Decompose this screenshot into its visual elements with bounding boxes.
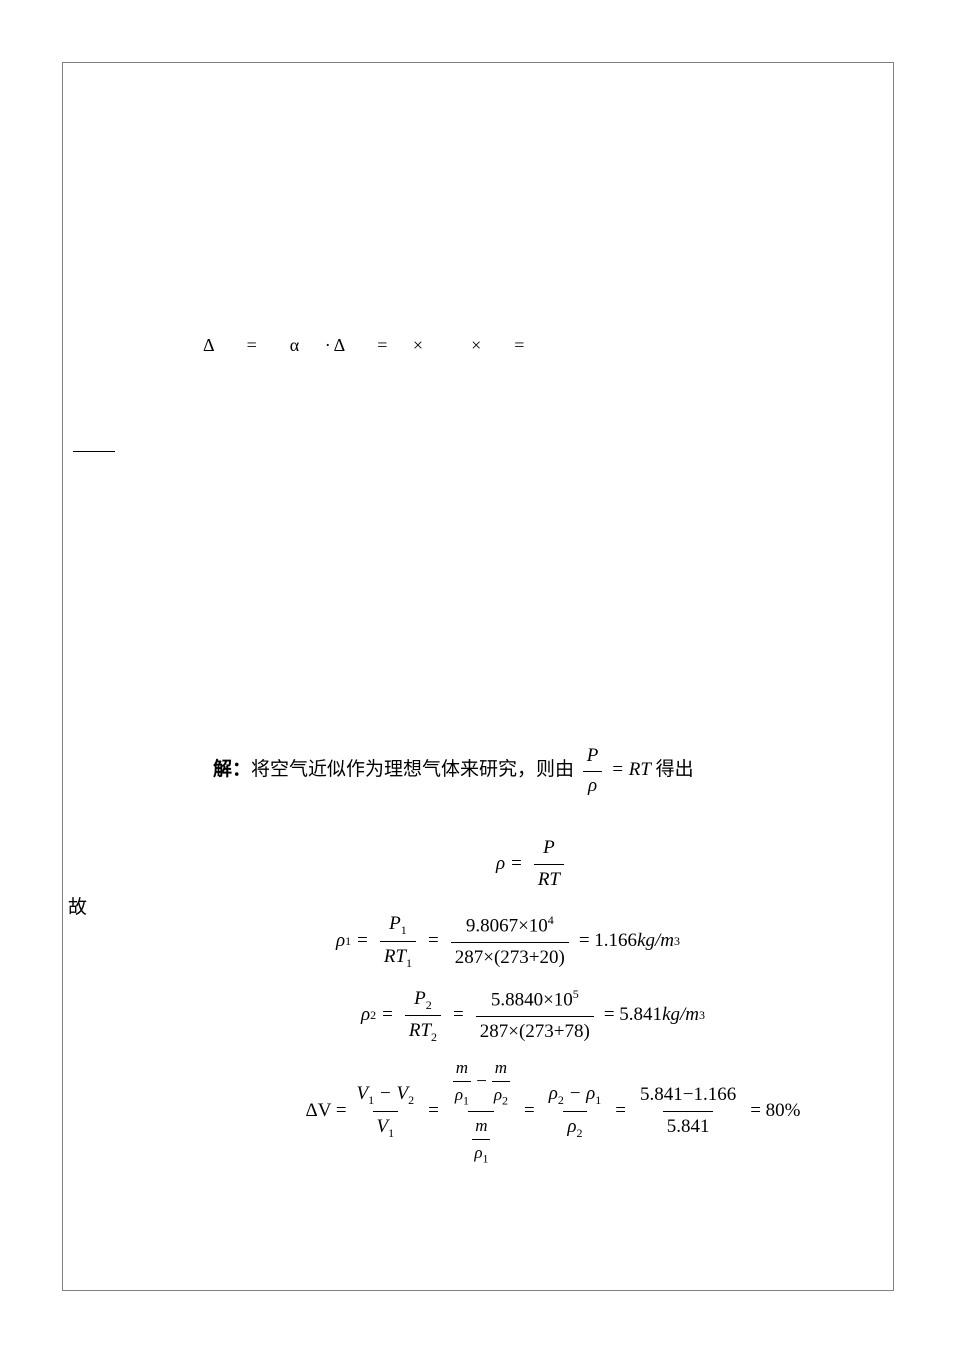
rho1-result: = 1.166 <box>579 928 637 955</box>
rho1-eq2: = <box>428 928 439 955</box>
rho1-unit: kg/m <box>637 928 674 955</box>
solution-label: 解： <box>213 759 251 780</box>
dv-lhs: ΔV = <box>305 1098 346 1125</box>
intro-text-1: 将空气近似作为理想气体来研究，则由 <box>251 759 574 780</box>
underline-mark <box>73 451 115 452</box>
rho1-eq1: = <box>357 928 368 955</box>
rho-frac-den: RT <box>534 864 564 894</box>
rho1-frac2: 9.8067×104 287×(273+20) <box>451 912 569 972</box>
intro-frac: P ρ <box>583 743 603 799</box>
rho-eq-sign: = <box>511 851 522 878</box>
rho1-sub: 1 <box>345 933 351 950</box>
rho1-unit-sup: 3 <box>674 933 680 950</box>
rho1-equation: ρ1 = P1 RT1 = 9.8067×104 287×(273+20) = … <box>163 911 853 971</box>
times-2: × <box>471 335 484 355</box>
rho2-eq1: = <box>382 1002 393 1029</box>
rho2-frac2: 5.8840×105 287×(273+78) <box>476 986 594 1046</box>
rho-frac-num: P <box>539 835 559 864</box>
rho-lhs: ρ <box>496 851 505 878</box>
delta-v-equation: ΔV = V1 − V2 V1 = mρ1 − mρ2 mρ1 = <box>253 1056 853 1167</box>
dot-delta: ·Δ <box>325 335 348 355</box>
rho1-f2-sup: 4 <box>548 913 554 927</box>
eq-sign-3: = <box>514 335 527 355</box>
rho1-sym: ρ <box>336 928 345 955</box>
rho2-f1-den: RT <box>409 1020 431 1041</box>
intro-text-2: 得出 <box>656 759 694 780</box>
intro-eq-rt: = RT <box>611 759 651 780</box>
solution-intro-line: 解：将空气近似作为理想气体来研究，则由 P ρ = RT 得出 <box>213 759 694 780</box>
rho1-f1-den: RT <box>384 946 406 967</box>
rho1-f2-num: 9.8067×10 <box>466 915 548 936</box>
delta-symbol: Δ <box>203 335 217 355</box>
rho-frac: P RT <box>534 835 564 893</box>
intro-frac-num: P <box>583 743 603 771</box>
rho1-f1-numsub: 1 <box>401 923 407 937</box>
page-frame: Δ = α ·Δ = × × = 解：将空气近似作为理想气体来研究，则由 P <box>62 62 894 1291</box>
alpha-symbol: α <box>290 335 302 355</box>
top-equation-line: Δ = α ·Δ = × × = <box>203 335 527 356</box>
rho1-f1-num: P <box>389 913 401 934</box>
solution-block: 解：将空气近似作为理想气体来研究，则由 P ρ = RT 得出 ρ = P RT… <box>213 743 853 1177</box>
rho2-f1-densub: 2 <box>431 1030 437 1044</box>
rho1-frac1: P1 RT1 <box>380 911 416 971</box>
dv-frac-num: 5.841−1.166 5.841 <box>636 1082 740 1140</box>
rho2-eq2: = <box>453 1002 464 1029</box>
rho-definition: ρ = P RT <box>213 835 853 893</box>
rho2-f2-den: 287×(273+78) <box>476 1016 594 1046</box>
rho2-f2-sup: 5 <box>573 987 579 1001</box>
rho2-unit-sup: 3 <box>699 1007 705 1024</box>
dv-frac-v: V1 − V2 V1 <box>353 1081 419 1141</box>
times-1: × <box>413 335 426 355</box>
dv-numval: 5.841−1.166 <box>636 1082 740 1111</box>
intro-frac-den: ρ <box>583 771 603 800</box>
eq-sign-1: = <box>247 335 260 355</box>
rho1-f1-densub: 1 <box>406 956 412 970</box>
eq-sign-2: = <box>377 335 390 355</box>
dv-frac-rho: ρ2 − ρ1 ρ2 <box>545 1081 606 1141</box>
gu-label: 故 <box>68 895 87 922</box>
rho1-f2-den: 287×(273+20) <box>451 942 569 972</box>
rho2-result: = 5.841 <box>604 1002 662 1029</box>
page-content: Δ = α ·Δ = × × = 解：将空气近似作为理想气体来研究，则由 P <box>63 63 893 1290</box>
rho2-frac1: P2 RT2 <box>405 986 441 1046</box>
dv-frac-mrho: mρ1 − mρ2 mρ1 <box>449 1056 514 1167</box>
rho2-equation: ρ2 = P2 RT2 = 5.8840×105 287×(273+78) = … <box>213 986 853 1046</box>
dv-denval: 5.841 <box>663 1111 714 1141</box>
rho2-unit: kg/m <box>662 1002 699 1029</box>
rho2-f1-num: P <box>414 988 426 1009</box>
rho2-sym: ρ <box>361 1002 370 1029</box>
rho2-sub: 2 <box>370 1007 376 1024</box>
dv-result: = 80% <box>750 1098 800 1125</box>
rho2-f2-num: 5.8840×10 <box>491 989 573 1010</box>
rho2-f1-numsub: 2 <box>426 997 432 1011</box>
